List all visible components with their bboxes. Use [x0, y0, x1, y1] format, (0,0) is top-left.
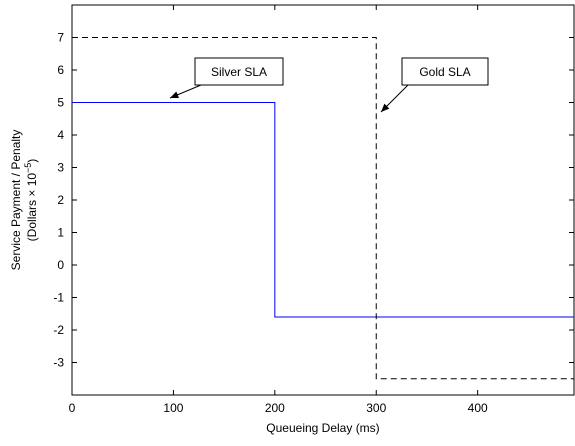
y-tick-label: -2	[53, 323, 64, 337]
x-tick-label: 100	[163, 401, 183, 415]
plot-area	[71, 4, 575, 396]
annotation-arrowhead	[381, 103, 390, 112]
y-tick-label: 6	[57, 63, 64, 77]
y-units-close: )	[25, 159, 39, 163]
series-line	[72, 37, 574, 380]
y-tick-label: -3	[53, 356, 64, 370]
x-tick-label: 400	[468, 401, 488, 415]
legend-label: Silver SLA	[211, 65, 267, 79]
y-axis-units: (Dollars × 10−5)	[23, 159, 39, 242]
y-tick-label: 7	[57, 31, 64, 45]
series-line	[72, 102, 574, 318]
y-tick-label: 3	[57, 161, 64, 175]
y-units-text: (Dollars × 10	[25, 173, 39, 242]
y-tick-label: 5	[57, 96, 64, 110]
x-tick-label: 200	[265, 401, 285, 415]
annotation-box	[194, 57, 284, 86]
x-axis-label: Queueing Delay (ms)	[266, 421, 379, 435]
x-tick-label: 300	[366, 401, 386, 415]
y-tick-label: 0	[57, 258, 64, 272]
y-tick-label: 2	[57, 193, 64, 207]
y-tick-label: 4	[57, 128, 64, 142]
y-tick-label: -1	[53, 291, 64, 305]
legend-label: Gold SLA	[419, 65, 470, 79]
y-units-exponent: −5	[23, 163, 33, 173]
x-tick-label: 0	[69, 401, 76, 415]
y-tick-label: 1	[57, 226, 64, 240]
annotation-arrowhead	[170, 91, 179, 99]
annotation-box	[401, 57, 489, 86]
y-axis-label: Service Payment / Penalty	[9, 130, 23, 271]
